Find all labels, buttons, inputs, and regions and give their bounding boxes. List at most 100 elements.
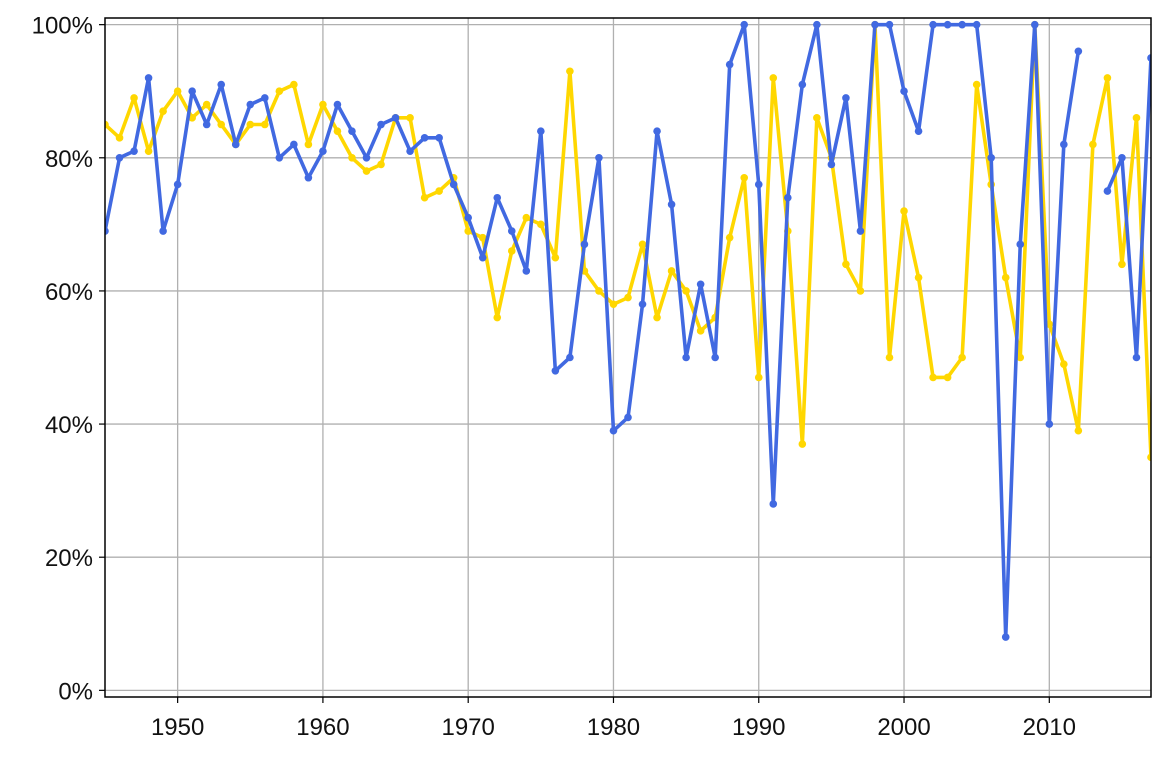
y-tick-label: 60%: [45, 279, 93, 306]
data-point: [827, 160, 836, 169]
data-point: [202, 120, 211, 129]
data-point: [580, 240, 589, 249]
data-point: [667, 267, 676, 275]
data-point: [958, 353, 966, 362]
data-point: [1045, 420, 1054, 428]
y-tick-label: 40%: [45, 412, 93, 439]
data-point: [914, 273, 923, 282]
data-point: [217, 80, 226, 89]
data-point: [885, 20, 894, 29]
data-point: [105, 227, 109, 235]
data-point: [144, 74, 153, 82]
data-point: [406, 114, 414, 122]
plot-frame: [104, 17, 1152, 698]
data-point: [943, 20, 952, 29]
data-point: [537, 127, 545, 135]
data-point: [943, 373, 952, 382]
data-point: [406, 147, 414, 155]
x-tick-label: 1950: [151, 714, 204, 741]
data-point: [856, 227, 865, 235]
data-point: [275, 87, 284, 96]
data-point: [362, 153, 371, 162]
data-point: [784, 193, 792, 202]
data-point: [319, 100, 327, 109]
data-point: [188, 114, 196, 122]
data-point: [609, 300, 618, 309]
x-tick-label: 1960: [296, 714, 349, 741]
x-tick-label: 1980: [587, 714, 640, 741]
data-point: [493, 193, 502, 202]
data-point: [1103, 187, 1112, 195]
series-1: [105, 20, 1151, 462]
data-point: [725, 233, 734, 242]
data-point: [653, 127, 661, 135]
data-point: [813, 20, 821, 29]
data-point: [740, 173, 749, 182]
series-layer: [105, 20, 1151, 641]
data-point: [682, 287, 690, 295]
data-point: [900, 207, 908, 215]
data-point: [391, 114, 400, 122]
data-point: [522, 213, 531, 222]
data-point: [914, 127, 923, 135]
data-point: [682, 353, 690, 362]
data-point: [624, 413, 632, 422]
data-point: [929, 373, 937, 382]
data-point: [304, 140, 313, 149]
y-tick-label: 0%: [58, 678, 93, 705]
data-point: [362, 167, 371, 175]
data-point: [798, 440, 807, 448]
data-point: [813, 114, 821, 122]
data-point: [377, 120, 385, 129]
data-point: [435, 134, 443, 142]
data-point: [1060, 360, 1068, 368]
data-point: [900, 87, 908, 96]
data-point: [551, 253, 560, 262]
data-point: [638, 240, 647, 249]
data-point: [798, 80, 807, 89]
data-point: [696, 327, 705, 335]
data-point: [217, 120, 226, 129]
data-point: [435, 187, 443, 195]
y-tick-label: 100%: [32, 13, 93, 40]
data-point: [478, 253, 487, 262]
data-point: [348, 153, 356, 162]
data-point: [1118, 153, 1126, 162]
series-2-line: [105, 22, 1151, 639]
x-tick-label: 2000: [877, 714, 930, 741]
data-point: [972, 20, 981, 29]
data-point: [202, 100, 211, 109]
data-point: [987, 153, 995, 162]
series-2: [105, 20, 1151, 641]
data-point: [478, 233, 487, 242]
data-point: [420, 134, 429, 142]
data-point: [871, 20, 879, 29]
data-point: [159, 227, 167, 235]
data-point: [1016, 240, 1025, 249]
data-point: [885, 353, 894, 362]
y-tick-label: 20%: [45, 545, 93, 572]
data-point: [595, 287, 603, 295]
data-point: [1147, 453, 1151, 462]
y-axis: 0% 20% 40% 60% 80% 100%: [32, 13, 105, 705]
data-point: [173, 87, 182, 96]
data-point: [1001, 273, 1010, 282]
data-point: [1074, 426, 1083, 435]
data-point: [246, 100, 255, 109]
data-point: [1147, 54, 1151, 62]
data-point: [754, 180, 763, 189]
y-tick-label: 80%: [45, 146, 93, 173]
data-point: [1074, 47, 1083, 56]
data-point: [842, 260, 850, 269]
data-point: [595, 153, 603, 162]
data-point: [231, 140, 240, 149]
data-point: [551, 367, 560, 375]
data-point: [130, 94, 138, 102]
data-point: [246, 120, 255, 129]
data-point: [188, 87, 196, 96]
data-point: [754, 373, 763, 382]
data-point: [769, 74, 778, 82]
data-point: [711, 353, 719, 362]
